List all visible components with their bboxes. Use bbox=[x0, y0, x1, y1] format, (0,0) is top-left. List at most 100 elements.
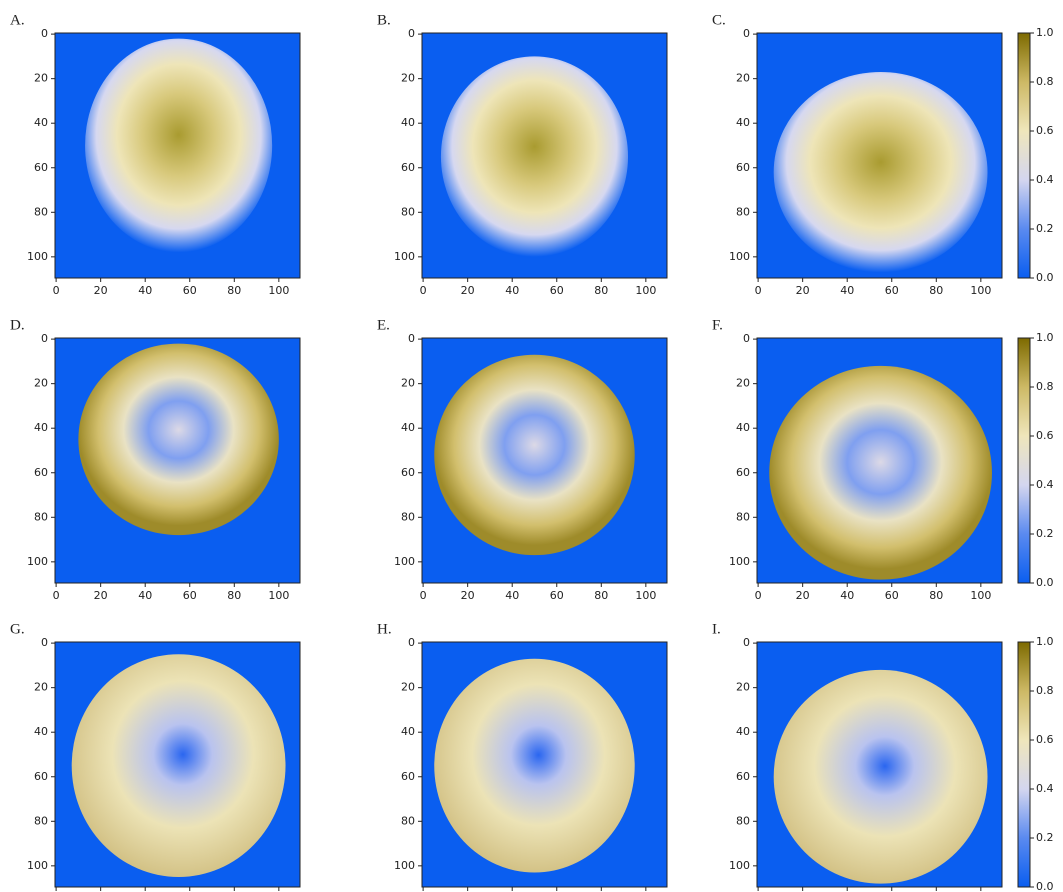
y-tick-label: 40 bbox=[34, 421, 48, 434]
heatmap bbox=[422, 642, 667, 887]
panel-title: H. bbox=[377, 621, 392, 637]
panel-title: D. bbox=[10, 317, 25, 333]
panel-title: A. bbox=[10, 12, 25, 28]
colorbar-tick-label: 0.6 bbox=[1036, 124, 1054, 137]
heatmap-blob bbox=[774, 72, 988, 272]
y-tick-label: 60 bbox=[34, 770, 48, 783]
colorbar-tick-label: 0.2 bbox=[1036, 222, 1054, 235]
y-tick-label: 80 bbox=[736, 814, 750, 827]
y-tick-label: 80 bbox=[736, 510, 750, 523]
x-tick-label: 80 bbox=[929, 589, 943, 602]
y-tick-label: 0 bbox=[743, 332, 750, 345]
y-tick-label: 20 bbox=[34, 72, 48, 85]
colorbar-tick-label: 0.8 bbox=[1036, 380, 1054, 393]
heatmap-blob bbox=[769, 366, 992, 580]
colorbar-tick-label: 0.2 bbox=[1036, 831, 1054, 844]
colorbar-tick-label: 0.6 bbox=[1036, 429, 1054, 442]
y-tick-label: 80 bbox=[34, 205, 48, 218]
colorbar-tick-label: 0.0 bbox=[1036, 576, 1054, 589]
colorbar bbox=[1018, 33, 1030, 278]
y-tick-label: 0 bbox=[408, 27, 415, 40]
y-tick-label: 20 bbox=[736, 377, 750, 390]
y-tick-label: 0 bbox=[408, 636, 415, 649]
x-tick-label: 0 bbox=[420, 284, 427, 297]
colorbar-tick-label: 0.0 bbox=[1036, 880, 1054, 892]
colorbar-tick-label: 1.0 bbox=[1036, 331, 1054, 344]
panel-title: I. bbox=[712, 621, 721, 637]
y-tick-label: 100 bbox=[27, 555, 48, 568]
y-tick-label: 80 bbox=[401, 814, 415, 827]
y-tick-label: 60 bbox=[401, 770, 415, 783]
y-tick-label: 100 bbox=[394, 250, 415, 263]
x-tick-label: 0 bbox=[53, 589, 60, 602]
colorbar-tick-label: 0.2 bbox=[1036, 527, 1054, 540]
y-tick-label: 0 bbox=[743, 636, 750, 649]
panel-title: B. bbox=[377, 12, 391, 28]
y-tick-label: 20 bbox=[401, 681, 415, 694]
x-tick-label: 20 bbox=[94, 284, 108, 297]
y-tick-label: 100 bbox=[394, 555, 415, 568]
x-tick-label: 100 bbox=[268, 589, 289, 602]
colorbar-tick-label: 1.0 bbox=[1036, 26, 1054, 39]
y-tick-label: 80 bbox=[34, 814, 48, 827]
x-tick-label: 40 bbox=[840, 589, 854, 602]
y-tick-label: 80 bbox=[401, 205, 415, 218]
x-tick-label: 60 bbox=[550, 284, 564, 297]
x-tick-label: 0 bbox=[755, 589, 762, 602]
x-tick-label: 100 bbox=[970, 284, 991, 297]
x-tick-label: 40 bbox=[840, 284, 854, 297]
x-tick-label: 20 bbox=[461, 284, 475, 297]
y-tick-label: 40 bbox=[736, 421, 750, 434]
panel-title: E. bbox=[377, 317, 390, 333]
heatmap bbox=[55, 338, 300, 583]
y-tick-label: 60 bbox=[34, 466, 48, 479]
y-tick-label: 20 bbox=[736, 72, 750, 85]
y-tick-label: 100 bbox=[27, 859, 48, 872]
heatmap bbox=[757, 642, 1002, 887]
x-tick-label: 80 bbox=[227, 284, 241, 297]
y-tick-label: 60 bbox=[736, 161, 750, 174]
y-tick-label: 80 bbox=[736, 205, 750, 218]
heatmap-blob bbox=[434, 355, 634, 555]
heatmap-blob bbox=[441, 56, 628, 256]
y-tick-label: 80 bbox=[34, 510, 48, 523]
x-tick-label: 40 bbox=[505, 589, 519, 602]
x-tick-label: 40 bbox=[138, 589, 152, 602]
x-tick-label: 20 bbox=[796, 284, 810, 297]
y-tick-label: 60 bbox=[736, 466, 750, 479]
colorbar-tick-label: 0.6 bbox=[1036, 733, 1054, 746]
panel-title: F. bbox=[712, 317, 723, 333]
y-tick-label: 60 bbox=[401, 466, 415, 479]
heatmap-blob bbox=[85, 39, 272, 253]
x-tick-label: 60 bbox=[550, 589, 564, 602]
y-tick-label: 0 bbox=[41, 332, 48, 345]
colorbar-tick-label: 0.4 bbox=[1036, 782, 1054, 795]
x-tick-label: 80 bbox=[227, 589, 241, 602]
heatmap-blob bbox=[78, 344, 278, 536]
colorbar-tick-label: 1.0 bbox=[1036, 635, 1054, 648]
heatmap bbox=[55, 642, 300, 887]
panel-title: C. bbox=[712, 12, 726, 28]
x-tick-label: 100 bbox=[970, 589, 991, 602]
y-tick-label: 100 bbox=[729, 859, 750, 872]
colorbar bbox=[1018, 642, 1030, 887]
y-tick-label: 60 bbox=[34, 161, 48, 174]
x-tick-label: 0 bbox=[755, 284, 762, 297]
heatmap bbox=[422, 338, 667, 583]
y-tick-label: 0 bbox=[41, 27, 48, 40]
y-tick-label: 40 bbox=[401, 725, 415, 738]
colorbar-tick-label: 0.0 bbox=[1036, 271, 1054, 284]
colorbar-tick-label: 0.8 bbox=[1036, 684, 1054, 697]
x-tick-label: 60 bbox=[885, 284, 899, 297]
colorbar-tick-label: 0.8 bbox=[1036, 75, 1054, 88]
y-tick-label: 60 bbox=[401, 161, 415, 174]
heatmap bbox=[757, 33, 1002, 278]
figure: A. 0 20 40 60 80 100 0 20 40 60 80 100 B. 0 20 40 60 80 100… bbox=[0, 0, 1063, 892]
y-tick-label: 40 bbox=[34, 725, 48, 738]
y-tick-label: 20 bbox=[401, 377, 415, 390]
heatmap-blob bbox=[72, 654, 286, 877]
x-tick-label: 60 bbox=[183, 284, 197, 297]
x-tick-label: 20 bbox=[94, 589, 108, 602]
y-tick-label: 20 bbox=[34, 681, 48, 694]
x-tick-label: 40 bbox=[505, 284, 519, 297]
